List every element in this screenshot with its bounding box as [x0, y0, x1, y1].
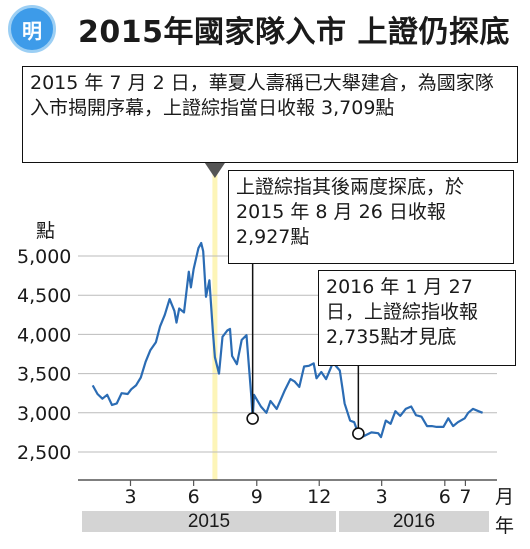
bottom-marker: [352, 427, 365, 440]
x-tick-label: 3: [376, 486, 388, 508]
x-tick-label: 12: [307, 486, 331, 508]
y-tick-label: 4,500: [17, 285, 71, 307]
y-tick-label: 4,000: [17, 324, 71, 346]
callout-national-team-entry: 2015 年 7 月 2 日，華夏人壽稱已大舉建倉，為國家隊入市揭開序幕，上證綜…: [22, 66, 518, 163]
chart-title: 2015年國家隊入市 上證仍探底: [78, 15, 510, 50]
y-tick-label: 2,500: [17, 442, 71, 464]
y-tick-label: 3,000: [17, 403, 71, 425]
highlight-band: [212, 168, 218, 480]
x-tick-label: 3: [124, 486, 136, 508]
year-band-2016: 2016: [339, 511, 489, 532]
x-tick-label: 9: [251, 486, 263, 508]
x-tick-label: 7: [459, 486, 471, 508]
x-tick-label: 6: [188, 486, 200, 508]
year-band-2015: 2015: [82, 511, 336, 532]
header: 明 2015年國家隊入市 上證仍探底: [0, 0, 530, 58]
callout-pointer: [204, 163, 225, 178]
y-tick-label: 3,500: [17, 364, 71, 386]
callout-first-bottom: 上證綜指其後兩度探底，於 2015 年 8 月 26 日收報 2,927點: [228, 170, 514, 264]
newspaper-logo: 明: [8, 5, 56, 53]
callout-final-bottom: 2016 年 1 月 27 日，上證綜指收報2,735點才見底: [318, 270, 516, 366]
y-tick-label: 5,000: [17, 246, 71, 268]
series-line-0: [91, 241, 483, 439]
y-axis-unit: 點: [36, 221, 56, 242]
x-axis-unit-month: 月: [495, 487, 515, 508]
x-tick-label: 6: [439, 486, 451, 508]
x-axis-unit-year: 年: [495, 516, 515, 537]
bottom-marker: [246, 412, 259, 425]
